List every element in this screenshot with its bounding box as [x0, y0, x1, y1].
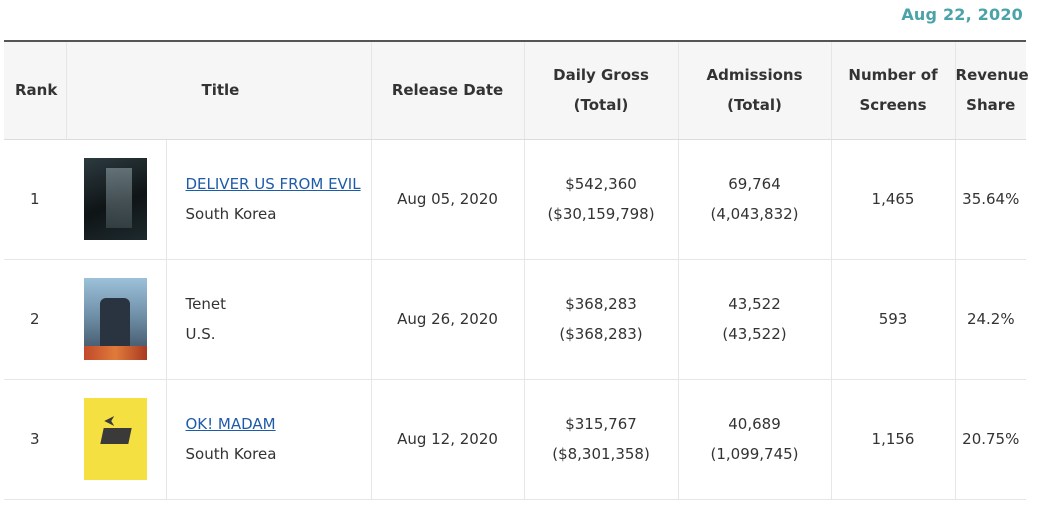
- screens-cell: 1,465: [830, 139, 956, 259]
- admissions-cell: 40,689 (1,099,745): [677, 379, 832, 499]
- movie-poster-icon[interactable]: [84, 158, 148, 240]
- daily-gross-cell: $368,283 ($368,283): [523, 259, 679, 379]
- movie-country: South Korea: [185, 205, 277, 223]
- header-release-date: Release Date: [370, 41, 525, 140]
- poster-cell: [66, 379, 166, 499]
- table-row: 2 Tenet U.S. Aug 26, 2020 $368,283 ($368,…: [4, 259, 1027, 379]
- rank-cell: 1: [30, 190, 40, 208]
- release-date-cell: Aug 26, 2020: [370, 259, 525, 379]
- header-daily-gross: Daily Gross (Total): [523, 41, 679, 140]
- movie-country: South Korea: [185, 445, 277, 463]
- table-row: 1 DELIVER US FROM EVIL South Korea Aug 0…: [4, 139, 1027, 259]
- header-admissions: Admissions (Total): [677, 41, 832, 140]
- header-screens: Number of Screens: [830, 41, 956, 140]
- screens-cell: 593: [830, 259, 956, 379]
- movie-poster-icon[interactable]: [84, 398, 148, 480]
- admissions-cell: 69,764 (4,043,832): [677, 139, 832, 259]
- revenue-share-cell: 24.2%: [954, 259, 1027, 379]
- poster-cell: [66, 139, 166, 259]
- movie-title: Tenet: [185, 295, 226, 313]
- release-date-cell: Aug 12, 2020: [370, 379, 525, 499]
- poster-cell: [66, 259, 166, 379]
- revenue-share-cell: 35.64%: [954, 139, 1027, 259]
- release-date-cell: Aug 05, 2020: [370, 139, 525, 259]
- movie-poster-icon[interactable]: [84, 278, 148, 360]
- title-cell: Tenet U.S.: [165, 259, 372, 379]
- header-rank: Rank: [4, 41, 66, 140]
- movie-title-link[interactable]: OK! MADAM: [185, 415, 276, 433]
- header-title: Title: [65, 41, 372, 140]
- movie-country: U.S.: [185, 325, 216, 343]
- admissions-cell: 43,522 (43,522): [677, 259, 832, 379]
- screens-cell: 1,156: [830, 379, 956, 499]
- title-cell: OK! MADAM South Korea: [165, 379, 372, 499]
- daily-gross-cell: $315,767 ($8,301,358): [523, 379, 679, 499]
- movie-title-link[interactable]: DELIVER US FROM EVIL: [185, 175, 361, 193]
- table-row: 3 OK! MADAM South Korea Aug 12, 2020 $31…: [4, 379, 1027, 499]
- revenue-share-cell: 20.75%: [954, 379, 1027, 499]
- title-cell: DELIVER US FROM EVIL South Korea: [165, 139, 372, 259]
- daily-gross-cell: $542,360 ($30,159,798): [523, 139, 679, 259]
- rank-cell: 3: [30, 430, 40, 448]
- report-date: Aug 22, 2020: [901, 5, 1023, 24]
- rank-cell: 2: [30, 310, 40, 328]
- header-revenue-share: Revenue Share: [954, 41, 1029, 140]
- box-office-table: Rank Title Release Date Daily Gross (Tota…: [4, 40, 1029, 500]
- table-header-row: Rank Title Release Date Daily Gross (Tota…: [4, 41, 1029, 140]
